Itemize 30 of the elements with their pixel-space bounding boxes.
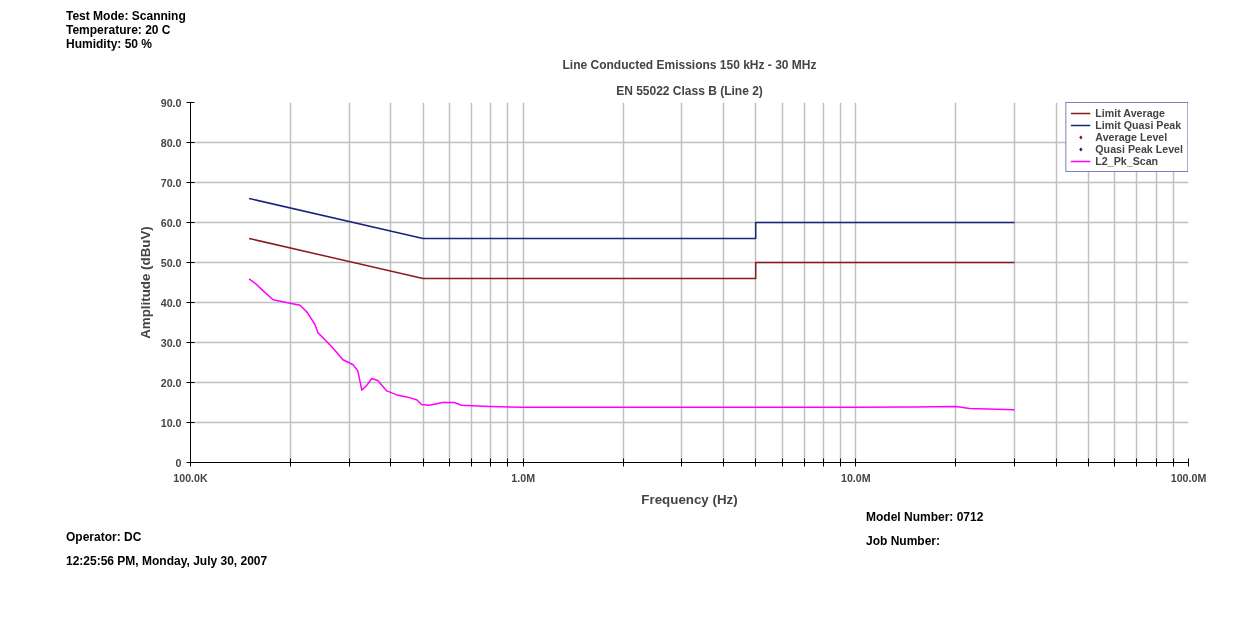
legend-label: Limit Average: [1095, 107, 1166, 119]
y-tick-label: 50.0: [160, 256, 182, 269]
y-axis-title: Amplitude (dBuV): [137, 226, 153, 339]
x-axis-title: Frequency (Hz): [641, 491, 738, 507]
y-tick-label: 20.0: [160, 376, 182, 389]
x-tick-label: 100.0K: [173, 471, 208, 484]
y-tick-label: 80.0: [160, 136, 182, 149]
legend-label: Quasi Peak Level: [1095, 143, 1183, 155]
y-tick-label: 70.0: [160, 176, 182, 189]
text: Operator: DC: [66, 529, 142, 546]
chart-title: Line Conducted Emissions 150 kHz - 30 MHz: [562, 57, 817, 72]
chart-subtitle: EN 55022 Class B (Line 2): [616, 83, 763, 98]
y-tick-label: 0: [175, 456, 182, 469]
x-tick-label: 100.0M: [1170, 471, 1207, 484]
y-tick-label: 40.0: [160, 296, 182, 309]
x-tick-label: 1.0M: [511, 471, 536, 484]
y-tick-label: 30.0: [160, 336, 182, 349]
text: 12:25:56 PM, Monday, July 30, 2007: [66, 553, 268, 570]
text: Job Number:: [866, 533, 941, 550]
text: Model Number: 0712: [866, 509, 984, 526]
legend-label: L2_Pk_Scan: [1095, 155, 1159, 167]
text: Test Mode: Scanning: [66, 8, 186, 25]
y-tick-label: 10.0: [160, 416, 182, 429]
x-tick-label: 10.0M: [841, 471, 871, 484]
text: Humidity: 50 %: [66, 37, 153, 53]
legend-label: Average Level: [1095, 131, 1168, 143]
y-tick-label: 90.0: [160, 96, 182, 109]
y-tick-label: 60.0: [160, 216, 182, 229]
text: Temperature: 20 C: [66, 23, 171, 39]
legend-label: Limit Quasi Peak: [1095, 119, 1182, 131]
